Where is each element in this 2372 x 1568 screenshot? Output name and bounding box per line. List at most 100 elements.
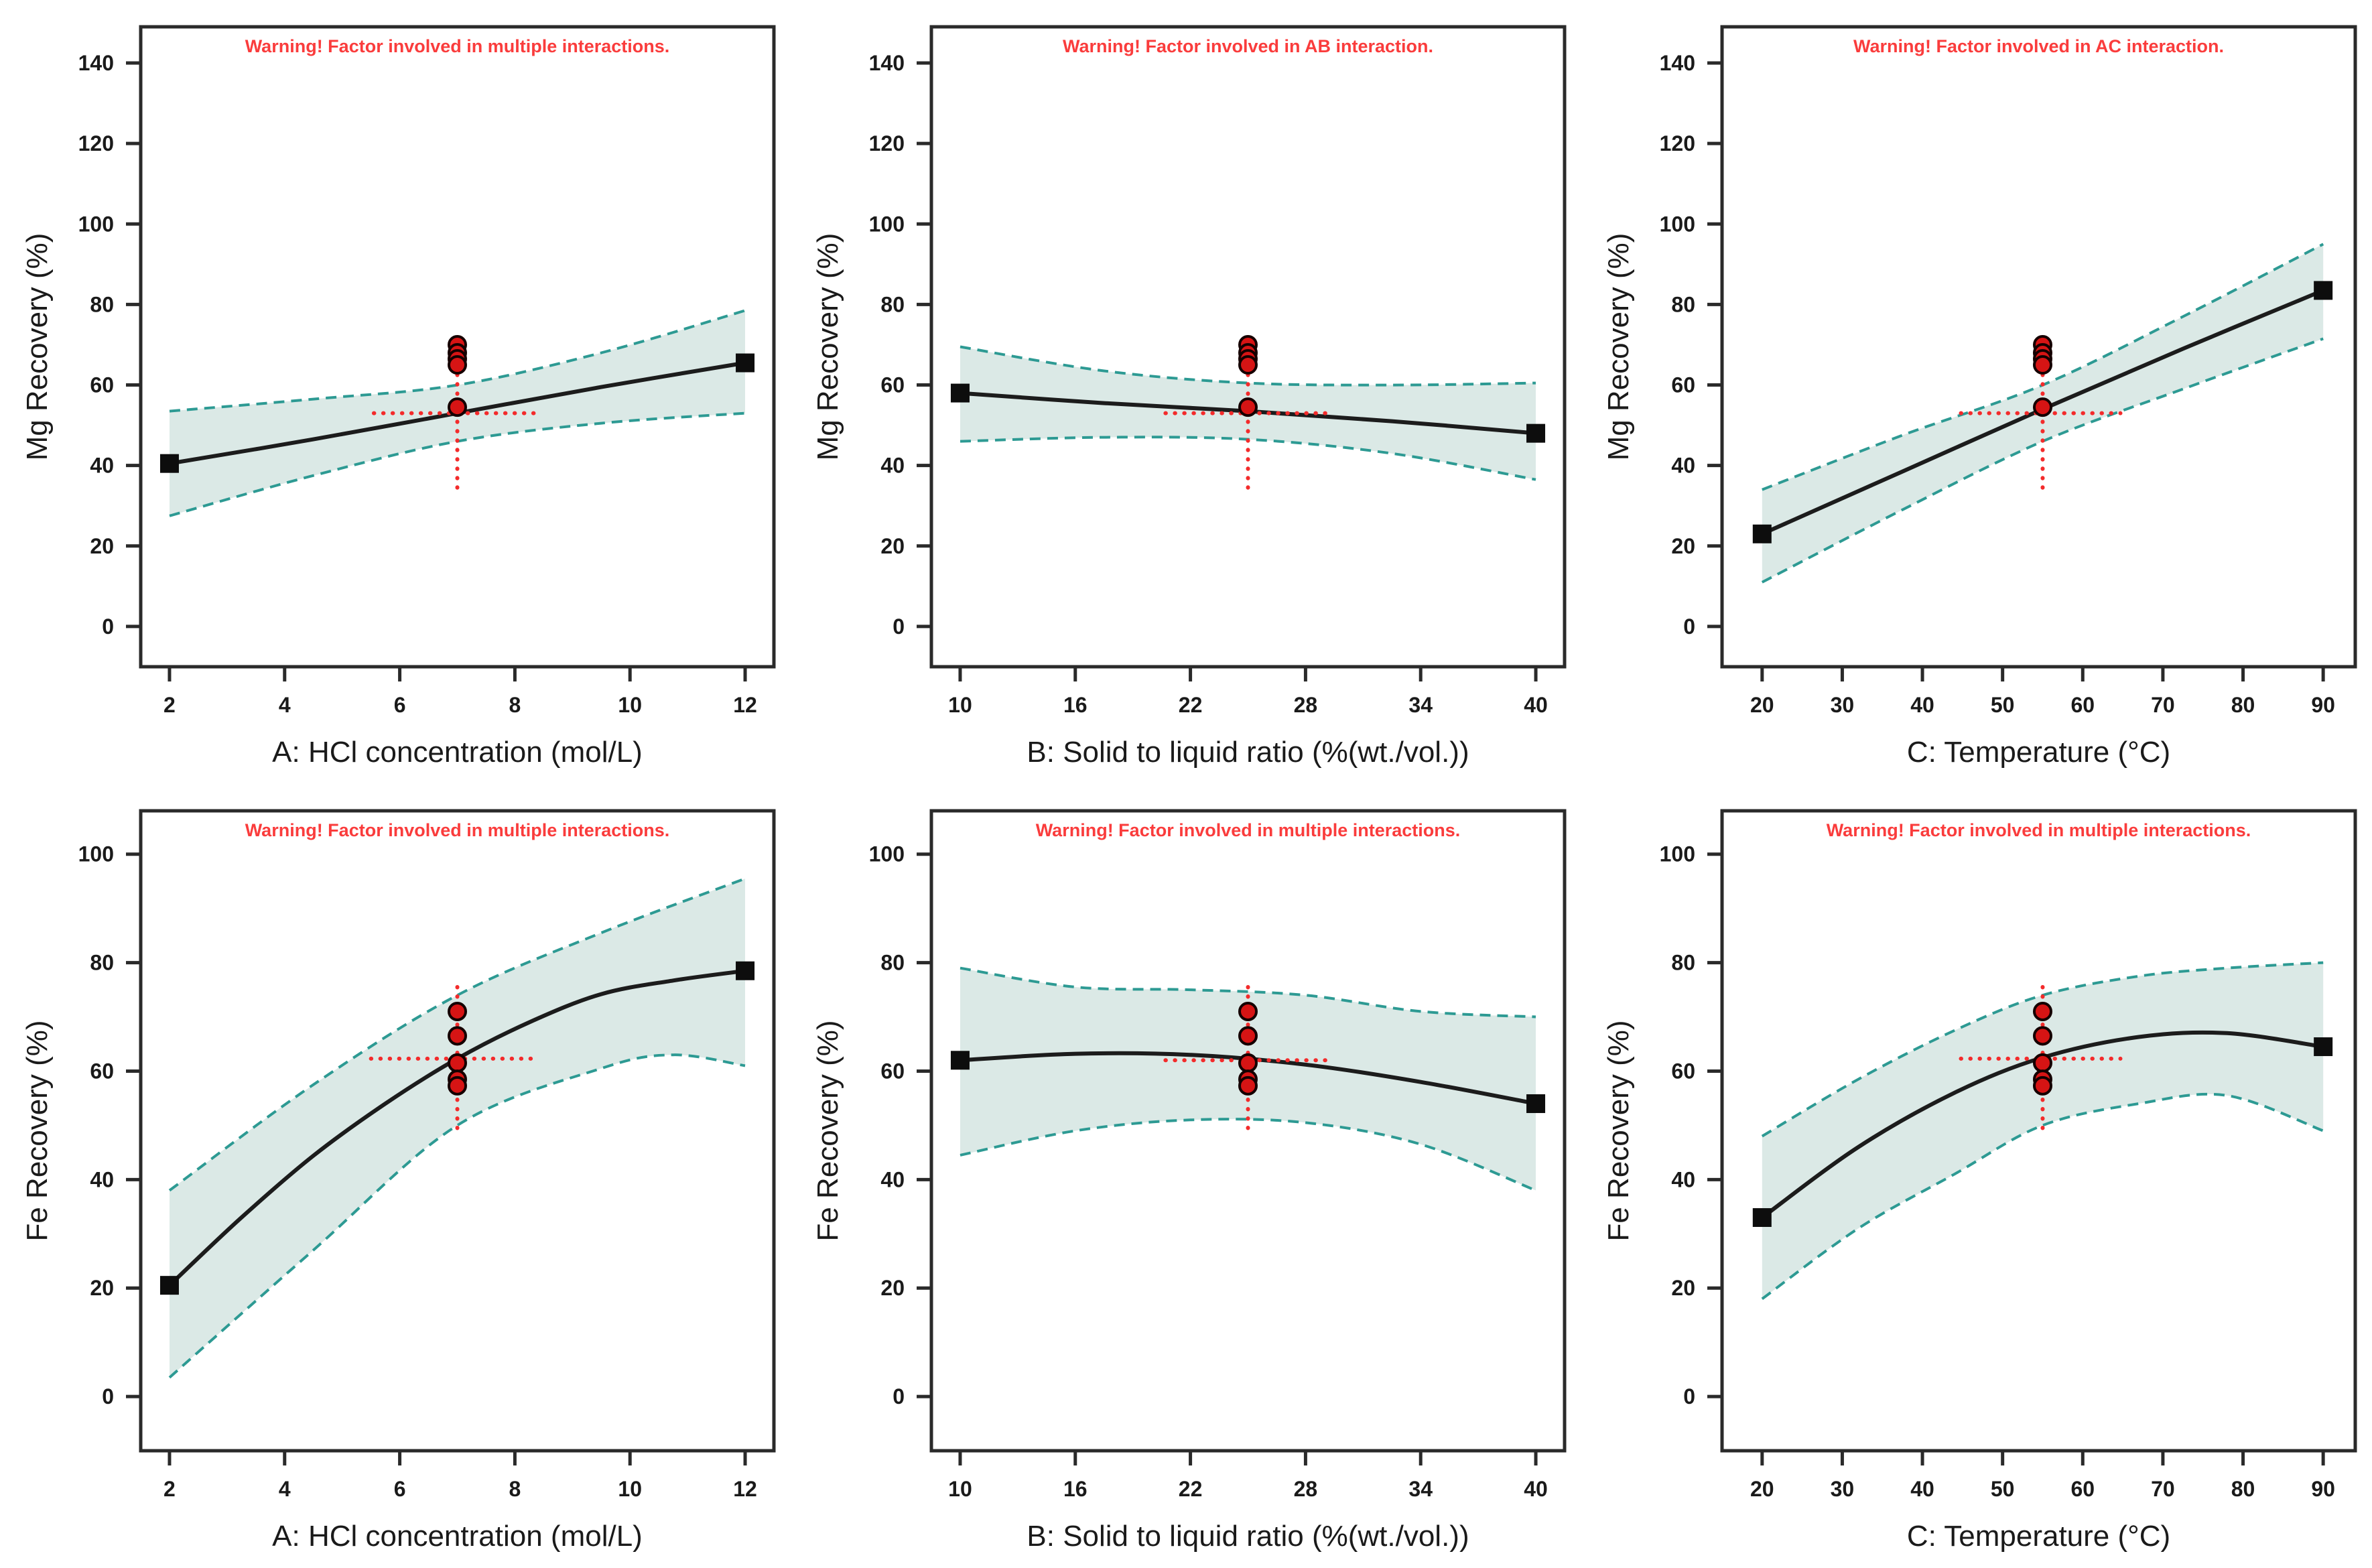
endpoint-marker	[950, 1051, 970, 1070]
x-tick-label: 4	[279, 693, 291, 717]
y-tick-label: 40	[1671, 1167, 1695, 1191]
x-tick-label: 10	[618, 1477, 642, 1501]
design-point	[448, 1026, 467, 1046]
y-axis-label: Mg Recovery (%)	[1602, 233, 1635, 461]
y-tick-label: 0	[893, 1384, 905, 1409]
design-point	[2032, 397, 2052, 417]
y-tick-label: 40	[90, 1167, 114, 1191]
y-tick-label: 120	[78, 131, 114, 155]
x-tick-label: 60	[2070, 1477, 2095, 1501]
y-axis-label: Mg Recovery (%)	[21, 233, 54, 461]
design-point	[1238, 1001, 1258, 1021]
x-tick-label: 20	[1750, 693, 1774, 717]
chart-fe-vs-hcl: 0 20 40 60 80 100 2 4 6 8 10 12 Warning! Factor invo…	[21, 809, 776, 1553]
y-tick-label: 80	[880, 292, 905, 316]
design-point	[1238, 1026, 1258, 1046]
x-tick-label: 40	[1910, 1477, 1934, 1501]
design-point	[1238, 1075, 1258, 1096]
y-tick-label: 60	[880, 373, 905, 397]
warning-text: Warning! Factor involved in multiple int…	[245, 820, 670, 840]
y-tick-label: 80	[1671, 951, 1695, 975]
y-axis-label: Fe Recovery (%)	[1602, 1020, 1635, 1241]
y-tick-label: 140	[78, 51, 114, 75]
y-tick-label: 100	[1660, 212, 1695, 236]
x-tick-label: 2	[163, 1477, 176, 1501]
endpoint-marker	[736, 961, 755, 980]
plot-border	[929, 25, 1567, 669]
plot-border	[139, 25, 776, 669]
confidence-band-upper	[960, 966, 1536, 1019]
x-tick-label: 70	[2151, 1477, 2175, 1501]
panel-mg-vs-temperature: 0 20 40 60 80 100 120 140 20 30 40 50 60 70 80 90 Warnin…	[1581, 0, 2372, 784]
chart-mg-vs-hcl: 0 20 40 60 80 100 120 140 2 4 6 8 10 12 Warning! Facto…	[21, 25, 776, 769]
y-tick-label: 0	[893, 614, 905, 639]
chart-fe-vs-temperature: 0 20 40 60 80 100 20 30 40 50 60 70 80 90 Warning! Fac…	[1602, 809, 2357, 1553]
confidence-band-upper	[960, 345, 1536, 387]
x-axis-label: A: HCl concentration (mol/L)	[272, 736, 643, 769]
warning-text: Warning! Factor involved in multiple int…	[245, 36, 670, 56]
y-tick-label: 0	[1683, 1384, 1695, 1409]
panel-mg-vs-hcl: 0 20 40 60 80 100 120 140 2 4 6 8 10 12 Warning! Facto…	[0, 0, 791, 784]
x-tick-label: 80	[2231, 1477, 2255, 1501]
y-tick-label: 20	[90, 534, 114, 558]
endpoint-marker	[2314, 281, 2333, 300]
design-point	[448, 1053, 467, 1073]
confidence-band-fill	[1762, 962, 2324, 1299]
endpoint-marker	[1526, 423, 1546, 443]
x-tick-label: 90	[2311, 1477, 2335, 1501]
x-tick-label: 10	[948, 1477, 972, 1501]
y-tick-label: 60	[1671, 1059, 1695, 1083]
y-tick-label: 40	[880, 1167, 905, 1191]
x-tick-label: 22	[1179, 1477, 1203, 1501]
x-tick-label: 30	[1831, 693, 1855, 717]
plot-border	[1720, 25, 2357, 669]
y-axis-label: Mg Recovery (%)	[811, 233, 844, 461]
y-tick-label: 20	[880, 534, 905, 558]
endpoint-marker	[159, 1276, 179, 1295]
x-tick-label: 28	[1294, 693, 1318, 717]
x-tick-label: 50	[1991, 693, 2015, 717]
x-tick-label: 30	[1831, 1477, 1855, 1501]
endpoint-marker	[1752, 1207, 1772, 1227]
y-tick-label: 140	[1660, 51, 1695, 75]
x-axis-label: B: Solid to liquid ratio (%(wt./vol.))	[1027, 736, 1469, 769]
y-tick-label: 0	[102, 1384, 114, 1409]
y-tick-label: 60	[880, 1059, 905, 1083]
design-point	[1238, 397, 1258, 417]
chart-fe-vs-solid-liquid-ratio: 0 20 40 60 80 100 10 16 22 28 34 40 Warning! Factor …	[811, 809, 1567, 1553]
confidence-band-upper	[168, 877, 746, 1192]
panel-fe-vs-hcl: 0 20 40 60 80 100 2 4 6 8 10 12 Warning! Factor invo…	[0, 784, 791, 1568]
x-tick-label: 34	[1408, 1477, 1433, 1501]
confidence-band-fill	[170, 878, 745, 1378]
y-axis-label: Fe Recovery (%)	[811, 1020, 844, 1241]
x-tick-label: 60	[2070, 693, 2095, 717]
x-tick-label: 22	[1179, 693, 1203, 717]
x-tick-label: 40	[1524, 693, 1548, 717]
x-tick-label: 10	[948, 693, 972, 717]
panel-fe-vs-temperature: 0 20 40 60 80 100 20 30 40 50 60 70 80 90 Warning! Fac…	[1581, 784, 2372, 1568]
x-tick-label: 6	[394, 693, 406, 717]
design-point	[2032, 1001, 2052, 1021]
y-tick-label: 100	[869, 842, 905, 866]
x-tick-label: 2	[163, 693, 176, 717]
endpoint-marker	[1752, 524, 1772, 543]
panel-mg-vs-solid-liquid-ratio: 0 20 40 60 80 100 120 140 10 16 22 28 34 40 Warning! F…	[791, 0, 1581, 784]
panel-fe-vs-solid-liquid-ratio: 0 20 40 60 80 100 10 16 22 28 34 40 Warning! Factor …	[791, 784, 1581, 1568]
x-tick-label: 20	[1750, 1477, 1774, 1501]
warning-text: Warning! Factor involved in AB interacti…	[1063, 36, 1433, 56]
warning-text: Warning! Factor involved in AC interacti…	[1853, 36, 2224, 56]
x-tick-label: 34	[1408, 693, 1433, 717]
design-point	[2032, 1075, 2052, 1096]
design-point	[2032, 355, 2052, 375]
y-tick-label: 40	[90, 454, 114, 478]
x-tick-label: 70	[2151, 693, 2175, 717]
y-tick-label: 100	[78, 842, 114, 866]
y-axis-label: Fe Recovery (%)	[21, 1020, 54, 1241]
x-tick-label: 40	[1524, 1477, 1548, 1501]
plot-border	[929, 809, 1567, 1453]
plot-border	[1720, 809, 2357, 1453]
x-tick-label: 16	[1063, 693, 1088, 717]
y-tick-label: 100	[78, 212, 114, 236]
x-tick-label: 40	[1910, 693, 1934, 717]
design-point	[1238, 1053, 1258, 1073]
